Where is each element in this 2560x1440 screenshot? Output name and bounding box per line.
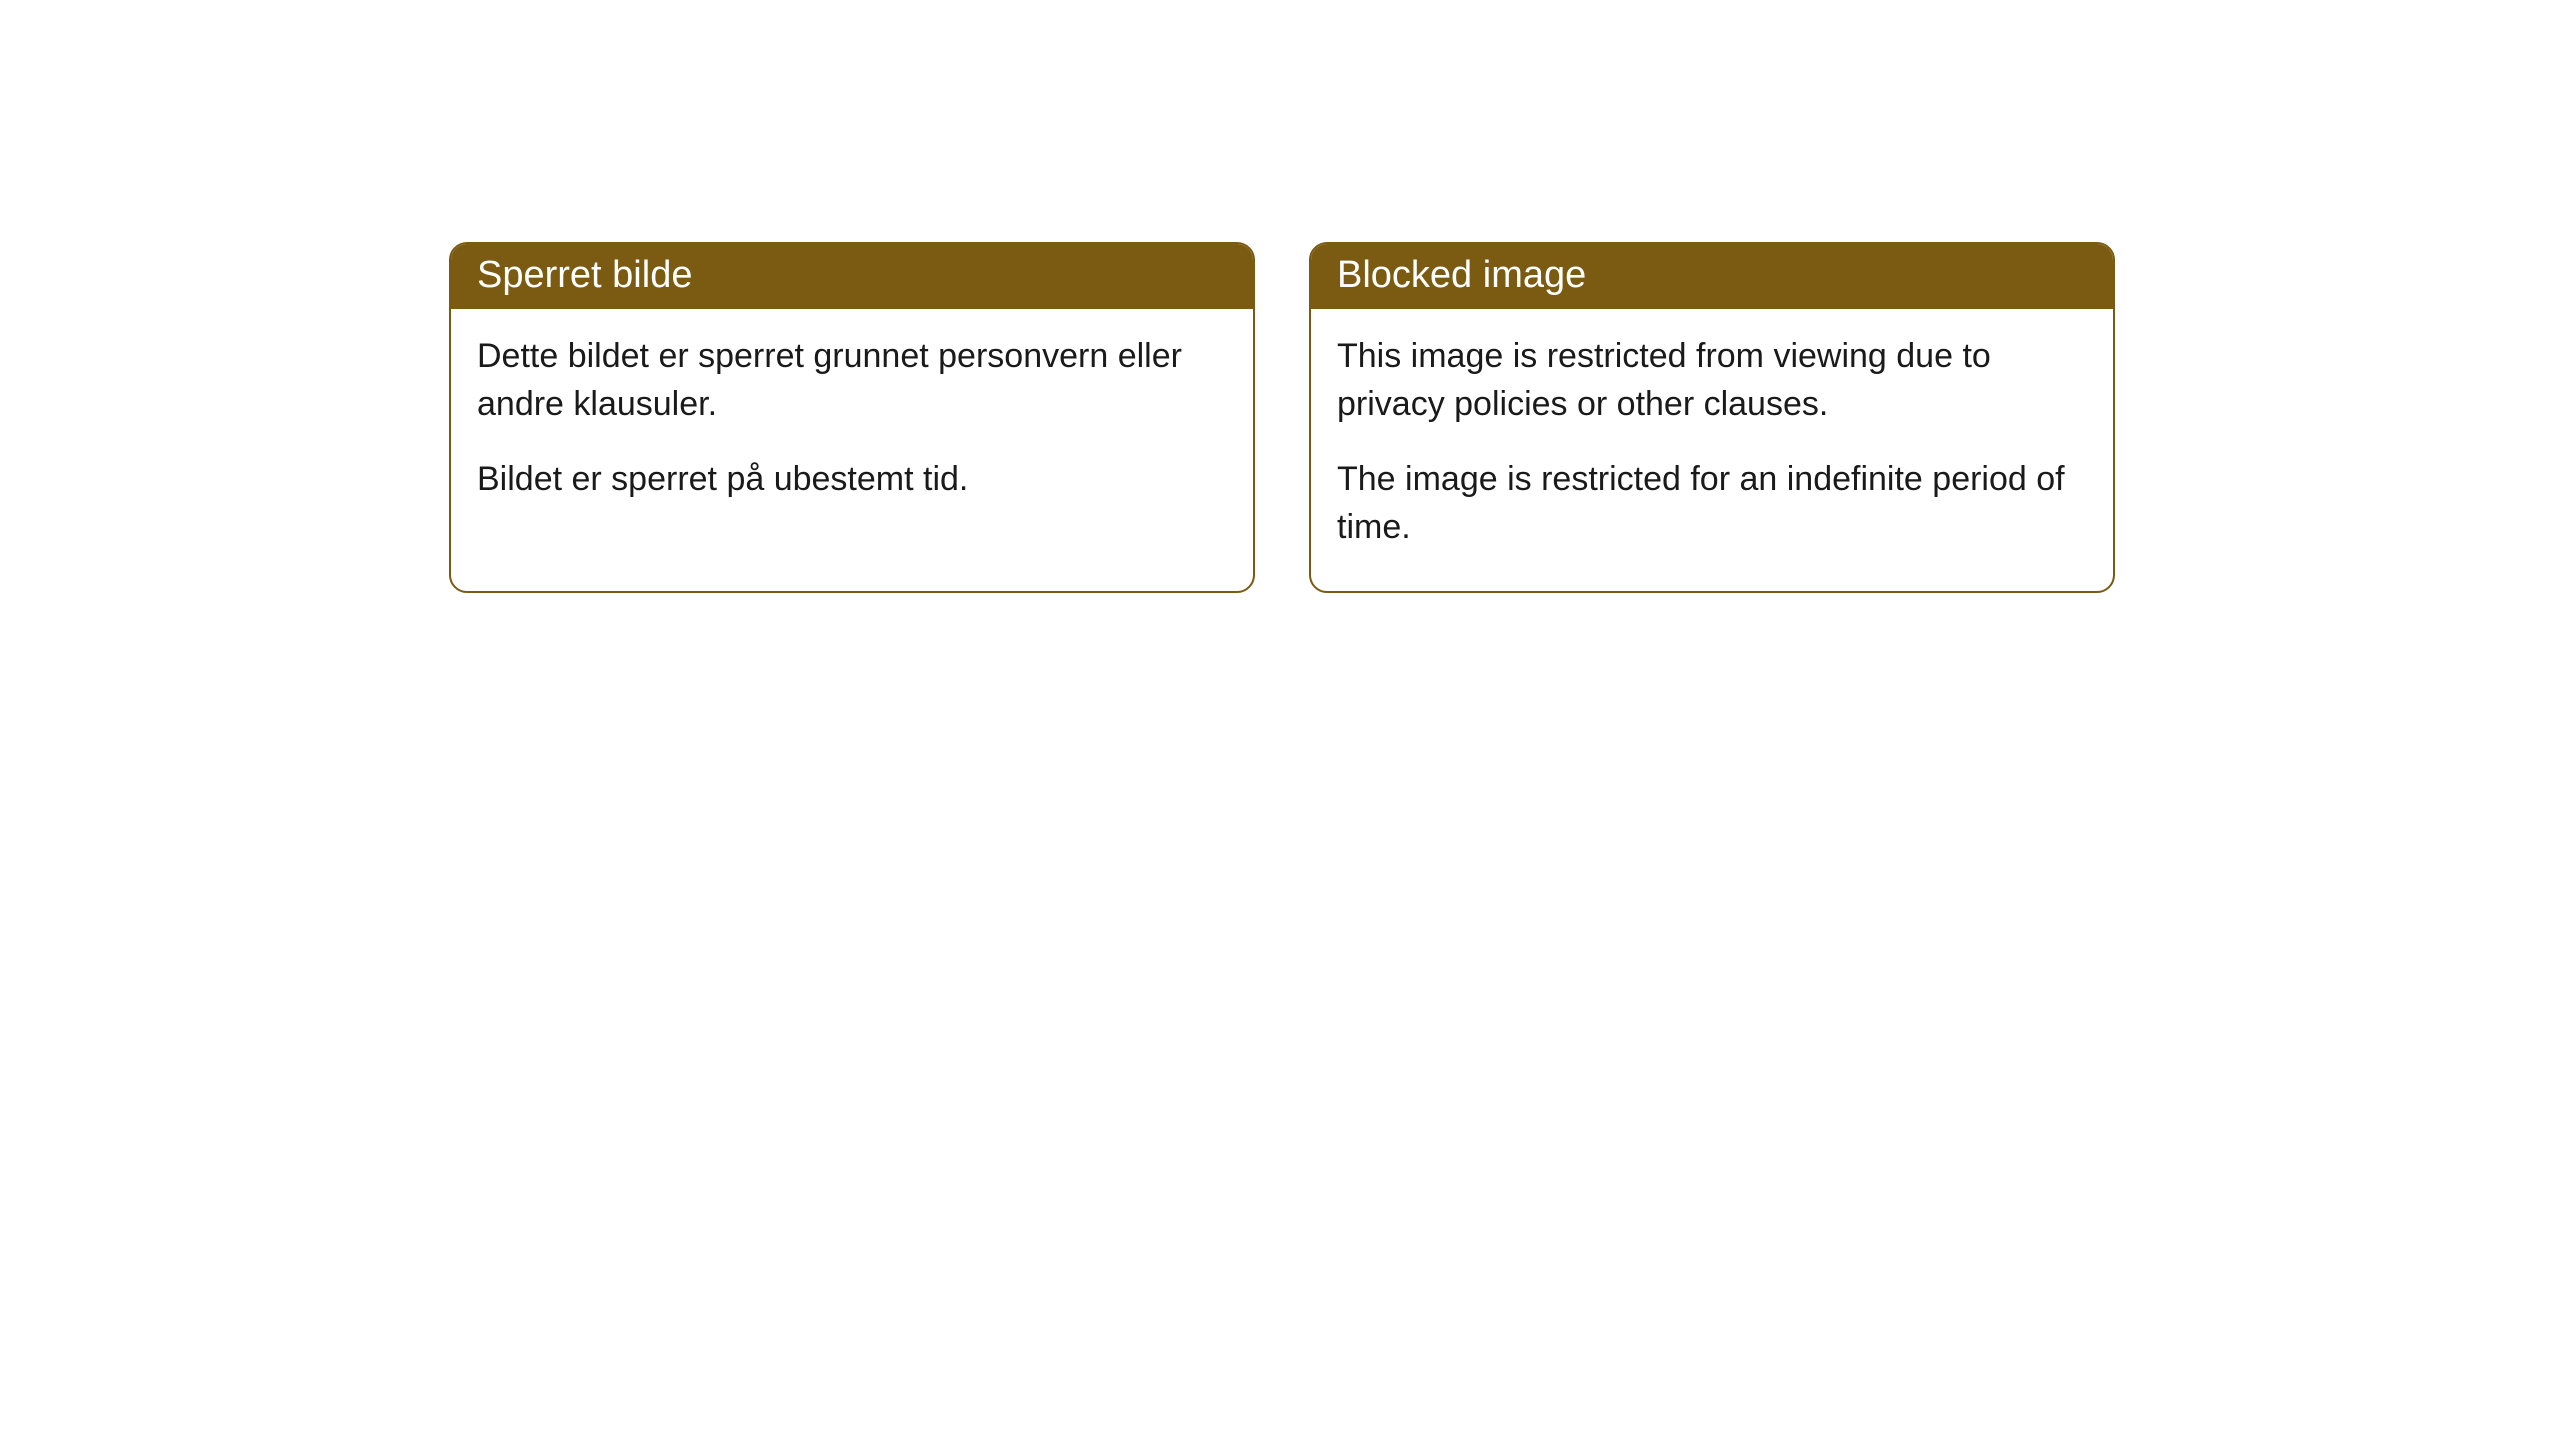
card-header-english: Blocked image: [1311, 244, 2113, 309]
card-body-norwegian: Dette bildet er sperret grunnet personve…: [451, 309, 1253, 544]
card-body-paragraph: This image is restricted from viewing du…: [1337, 333, 2087, 428]
card-body-paragraph: Dette bildet er sperret grunnet personve…: [477, 333, 1227, 428]
card-body-paragraph: The image is restricted for an indefinit…: [1337, 456, 2087, 551]
card-body-paragraph: Bildet er sperret på ubestemt tid.: [477, 456, 1227, 504]
card-body-english: This image is restricted from viewing du…: [1311, 309, 2113, 591]
card-header-norwegian: Sperret bilde: [451, 244, 1253, 309]
blocked-image-card-english: Blocked image This image is restricted f…: [1309, 242, 2115, 593]
blocked-image-card-norwegian: Sperret bilde Dette bildet er sperret gr…: [449, 242, 1255, 593]
notice-cards-container: Sperret bilde Dette bildet er sperret gr…: [449, 242, 2115, 593]
